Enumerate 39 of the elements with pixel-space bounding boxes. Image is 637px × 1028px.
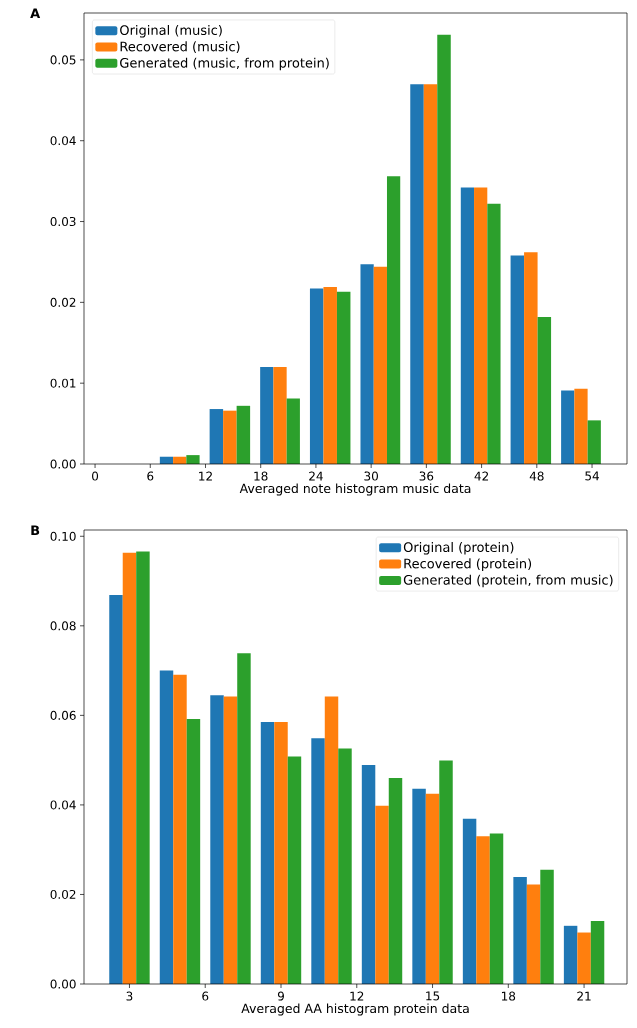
x-tick-label: 54 bbox=[585, 471, 599, 481]
y-tick-label: 0.00 bbox=[50, 459, 76, 469]
y-tick-label: 0.00 bbox=[50, 979, 76, 989]
x-tick-label: 48 bbox=[529, 471, 544, 481]
x-axis-title: Averaged AA histogram protein data bbox=[241, 1003, 469, 1016]
x-tick-label: 30 bbox=[364, 471, 378, 481]
legend-label: Generated (music, from protein) bbox=[120, 57, 329, 71]
y-tick-label: 0.10 bbox=[50, 531, 76, 541]
y-tick-label: 0.06 bbox=[50, 710, 76, 720]
x-tick-label: 21 bbox=[577, 991, 591, 1001]
x-axis-title: Averaged note histogram music data bbox=[239, 483, 471, 496]
x-tick-label: 6 bbox=[147, 471, 154, 481]
legend-label: Original (music) bbox=[120, 24, 222, 38]
y-tick-label: 0.02 bbox=[50, 297, 76, 307]
legend-label: Original (protein) bbox=[403, 542, 514, 555]
legend-label: Generated (protein, from music) bbox=[403, 574, 613, 588]
legend-label: Recovered (music) bbox=[120, 41, 240, 53]
x-tick-label: 6 bbox=[202, 991, 209, 1001]
text: A bbox=[30, 8, 41, 18]
x-tick-label: 36 bbox=[419, 471, 434, 481]
x-tick-label: 12 bbox=[350, 991, 364, 1001]
x-tick-label: 9 bbox=[277, 991, 284, 1001]
x-tick-label: 18 bbox=[254, 471, 268, 481]
y-tick-label: 0.05 bbox=[50, 55, 76, 65]
y-tick-label: 0.03 bbox=[50, 216, 76, 227]
legend-label: Recovered (protein) bbox=[404, 558, 532, 571]
y-tick-label: 0.08 bbox=[50, 621, 76, 631]
x-tick-label: 18 bbox=[501, 991, 516, 1001]
x-tick-label: 12 bbox=[199, 471, 212, 481]
x-tick-label: 42 bbox=[474, 471, 489, 481]
x-tick-label: 24 bbox=[309, 471, 323, 481]
y-tick-label: 0.04 bbox=[50, 800, 76, 810]
x-tick-label: 3 bbox=[126, 991, 133, 1001]
x-tick-label: 15 bbox=[426, 991, 440, 1001]
text: B bbox=[31, 525, 40, 535]
y-tick-label: 0.02 bbox=[50, 889, 76, 899]
y-tick-label: 0.01 bbox=[50, 378, 76, 388]
x-tick-label: 0 bbox=[92, 471, 99, 481]
y-tick-label: 0.04 bbox=[50, 136, 76, 146]
